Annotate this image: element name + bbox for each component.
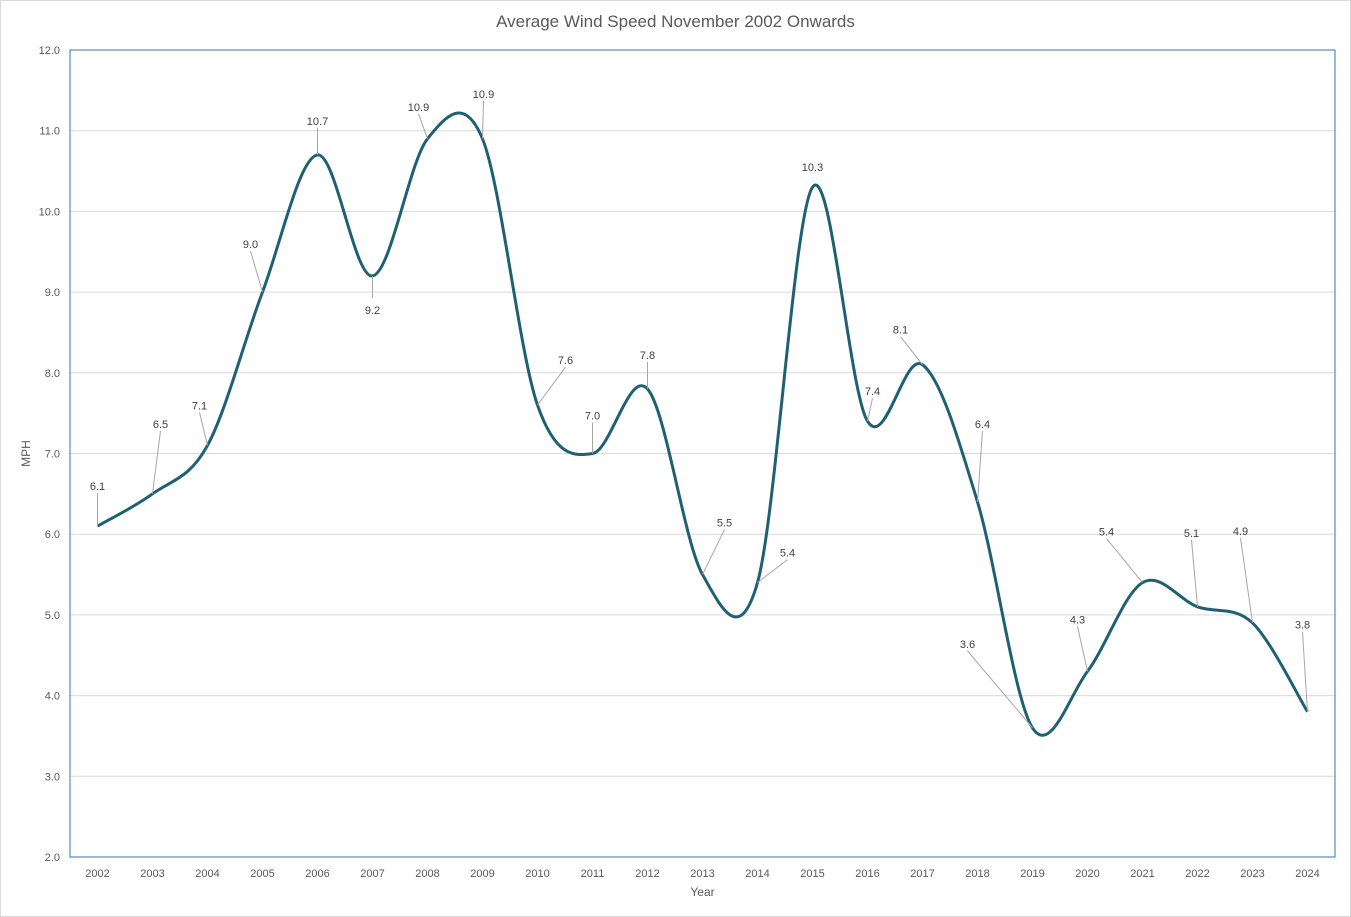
- data-label: 7.6: [558, 355, 573, 367]
- y-tick-label: 6.0: [45, 529, 60, 541]
- data-labels: 6.1 6.5 7.1 9.0 10.7 9.2 10.9 10.9 7.6 7.0 7.8 5.5 5…: [90, 89, 1310, 651]
- x-tick-label: 2005: [250, 868, 274, 880]
- label-leader-line: [1191, 539, 1198, 607]
- y-tick-label: 2.0: [45, 852, 60, 864]
- data-label: 4.9: [1233, 526, 1248, 538]
- y-tick-label: 10.0: [39, 206, 60, 218]
- label-leader-line: [152, 430, 161, 494]
- label-leader-line: [1077, 626, 1088, 672]
- label-leader-line: [1240, 537, 1253, 624]
- y-tick-label: 5.0: [45, 610, 60, 622]
- data-label: 6.5: [153, 419, 168, 431]
- x-tick-label: 2012: [635, 868, 659, 880]
- label-leader-line: [702, 529, 725, 575]
- series-line: [96, 111, 1309, 737]
- data-label: 5.5: [717, 518, 732, 530]
- x-tick-label: 2007: [360, 868, 384, 880]
- y-tick-label: 7.0: [45, 449, 60, 461]
- x-axis-ticks: 2002 2003 2004 2005 2006 2007 2008 2009 2010 2011…: [85, 868, 1319, 880]
- x-tick-label: 2016: [855, 868, 879, 880]
- label-leader-line: [757, 559, 788, 584]
- y-tick-label: 3.0: [45, 771, 60, 783]
- label-leader-line: [977, 430, 983, 502]
- data-label: 10.3: [802, 162, 823, 174]
- chart-title: Average Wind Speed November 2002 Onwards: [496, 12, 855, 31]
- x-tick-label: 2023: [1240, 868, 1264, 880]
- x-tick-label: 2003: [140, 868, 164, 880]
- label-leader-line: [418, 113, 428, 139]
- data-label: 6.4: [975, 419, 990, 431]
- x-tick-label: 2022: [1185, 868, 1209, 880]
- x-tick-label: 2015: [800, 868, 824, 880]
- data-label: 9.2: [365, 305, 380, 317]
- label-leader-line: [1302, 631, 1308, 712]
- x-tick-label: 2021: [1130, 868, 1154, 880]
- data-label: 3.8: [1295, 620, 1310, 632]
- data-label: 5.4: [780, 548, 795, 560]
- x-tick-label: 2010: [525, 868, 549, 880]
- gridlines: [70, 130, 1335, 777]
- label-leader-line: [250, 250, 263, 293]
- label-leader-line: [537, 366, 566, 406]
- label-leader-line: [482, 100, 484, 139]
- data-label: 5.1: [1184, 528, 1199, 540]
- data-label: 3.6: [960, 639, 975, 651]
- y-tick-label: 4.0: [45, 691, 60, 703]
- x-tick-label: 2006: [305, 868, 329, 880]
- data-label-leaders: [97, 100, 1308, 729]
- label-leader-line: [1106, 538, 1143, 583]
- label-leader-line: [867, 398, 873, 422]
- x-tick-label: 2018: [965, 868, 989, 880]
- x-tick-label: 2019: [1020, 868, 1044, 880]
- x-tick-label: 2002: [85, 868, 109, 880]
- data-label: 7.1: [192, 400, 207, 412]
- x-tick-label: 2013: [690, 868, 714, 880]
- x-tick-label: 2024: [1295, 868, 1319, 880]
- x-tick-label: 2004: [195, 868, 219, 880]
- data-label: 9.0: [243, 239, 258, 251]
- y-tick-label: 9.0: [45, 287, 60, 299]
- x-tick-label: 2017: [910, 868, 934, 880]
- x-axis-title: Year: [690, 885, 714, 899]
- y-axis-title: MPH: [19, 440, 33, 467]
- data-label: 10.9: [473, 89, 494, 101]
- x-tick-label: 2014: [745, 868, 769, 880]
- data-label: 8.1: [893, 325, 908, 337]
- data-label: 10.9: [408, 102, 429, 114]
- label-leader-line: [967, 650, 1033, 729]
- x-tick-label: 2020: [1075, 868, 1099, 880]
- y-axis-ticks: 2.0 3.0 4.0 5.0 6.0 7.0 8.0 9.0 10.0 11.0 12.0: [39, 45, 60, 864]
- label-leader-line: [900, 336, 923, 366]
- data-label: 10.7: [307, 116, 328, 128]
- x-tick-label: 2009: [470, 868, 494, 880]
- x-tick-label: 2011: [581, 868, 605, 880]
- x-tick-label: 2008: [415, 868, 439, 880]
- data-label: 5.4: [1099, 527, 1114, 539]
- y-tick-label: 8.0: [45, 368, 60, 380]
- data-label: 7.8: [640, 350, 655, 362]
- data-label: 7.4: [865, 386, 880, 398]
- y-tick-label: 12.0: [39, 45, 60, 57]
- data-label: 6.1: [90, 481, 105, 493]
- plot-area-border: [69, 49, 1336, 858]
- y-tick-label: 11.0: [39, 126, 60, 138]
- data-label: 4.3: [1070, 614, 1085, 626]
- data-label: 7.0: [585, 411, 600, 423]
- label-leader-line: [199, 412, 208, 446]
